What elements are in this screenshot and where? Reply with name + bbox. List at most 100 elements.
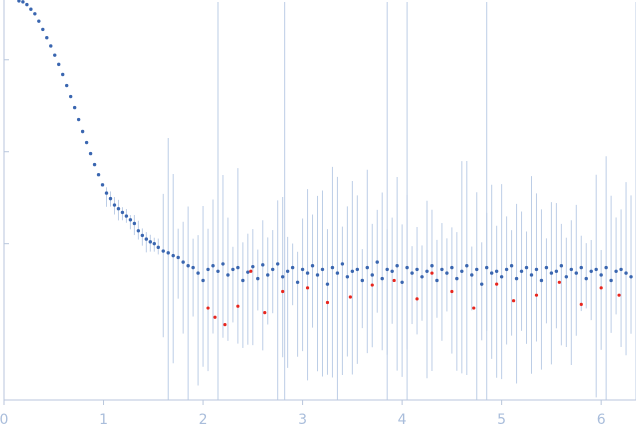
data-point (29, 7, 33, 11)
outlier-point (249, 269, 253, 273)
data-point (53, 53, 57, 57)
data-point (529, 273, 534, 277)
data-point (65, 83, 69, 88)
data-point (261, 263, 265, 267)
data-point (45, 36, 49, 40)
data-point (564, 275, 569, 279)
data-point (191, 265, 195, 270)
axes (3, 0, 636, 401)
data-point (156, 245, 160, 250)
data-point (128, 218, 133, 222)
data-point (340, 262, 345, 266)
x-tick-label: 1 (99, 412, 108, 428)
data-point (236, 265, 240, 270)
data-point (226, 273, 230, 277)
data-point (196, 271, 200, 275)
data-points (17, 0, 633, 286)
outlier-point (450, 289, 454, 294)
data-point (57, 62, 61, 67)
x-tick-label: 6 (597, 412, 606, 428)
data-point (375, 260, 379, 264)
data-point (395, 264, 399, 268)
outlier-point (430, 271, 434, 275)
data-point (445, 271, 449, 275)
data-point (251, 264, 255, 269)
outlier-point (579, 302, 583, 306)
outlier-point (206, 306, 210, 310)
data-point (68, 94, 73, 99)
data-point (604, 265, 608, 270)
data-point (440, 267, 444, 272)
data-point (390, 269, 394, 273)
data-point (455, 276, 459, 281)
data-point (61, 72, 65, 77)
data-point (480, 282, 484, 286)
data-point (161, 249, 165, 253)
outlier-point (281, 289, 285, 294)
data-point (271, 267, 275, 272)
data-point (37, 19, 41, 23)
data-point (166, 251, 170, 255)
data-point (544, 265, 549, 270)
data-point (216, 269, 220, 273)
data-point (569, 267, 574, 272)
data-point (435, 278, 439, 283)
data-point (574, 271, 578, 275)
data-point (504, 267, 509, 272)
data-point (280, 275, 285, 279)
data-point (499, 275, 504, 279)
x-tick-label: 3 (298, 412, 307, 428)
data-point (385, 267, 389, 272)
data-point (345, 275, 350, 279)
data-point (206, 267, 210, 272)
outlier-point (263, 311, 267, 315)
data-point (295, 280, 300, 284)
data-point (148, 240, 153, 244)
data-point (629, 275, 633, 279)
data-point (554, 269, 559, 273)
data-point (489, 271, 494, 275)
data-point (400, 280, 404, 284)
data-point (221, 262, 225, 266)
data-point (519, 269, 524, 273)
data-point (325, 282, 330, 286)
outlier-point (348, 295, 352, 299)
data-point (92, 162, 97, 167)
outlier-point (415, 297, 419, 301)
data-point (465, 264, 469, 268)
data-point (112, 203, 117, 207)
data-point (614, 269, 618, 273)
data-point (460, 269, 464, 273)
data-point (410, 271, 414, 275)
data-point (335, 271, 340, 275)
data-point (140, 233, 145, 238)
data-point (201, 278, 205, 283)
data-point (494, 269, 499, 273)
data-point (579, 265, 583, 270)
outlier-point (236, 304, 240, 308)
data-point (72, 105, 77, 110)
data-point (100, 183, 105, 187)
data-point (124, 214, 129, 218)
outlier-point (213, 315, 217, 319)
data-point (405, 265, 409, 270)
data-point (539, 278, 544, 283)
data-point (88, 151, 93, 156)
data-point (176, 255, 180, 260)
data-point (211, 264, 215, 268)
outlier-point (617, 293, 621, 297)
data-point (41, 27, 45, 32)
data-point (594, 267, 598, 272)
data-point (534, 267, 539, 272)
data-point (84, 140, 89, 145)
data-point (266, 273, 270, 277)
data-point (76, 117, 81, 122)
data-point (96, 173, 101, 177)
outlier-point (472, 306, 476, 310)
data-point (231, 267, 235, 272)
data-point (584, 276, 588, 281)
data-point (475, 267, 479, 272)
outlier-point (495, 282, 499, 286)
data-point (485, 265, 489, 270)
